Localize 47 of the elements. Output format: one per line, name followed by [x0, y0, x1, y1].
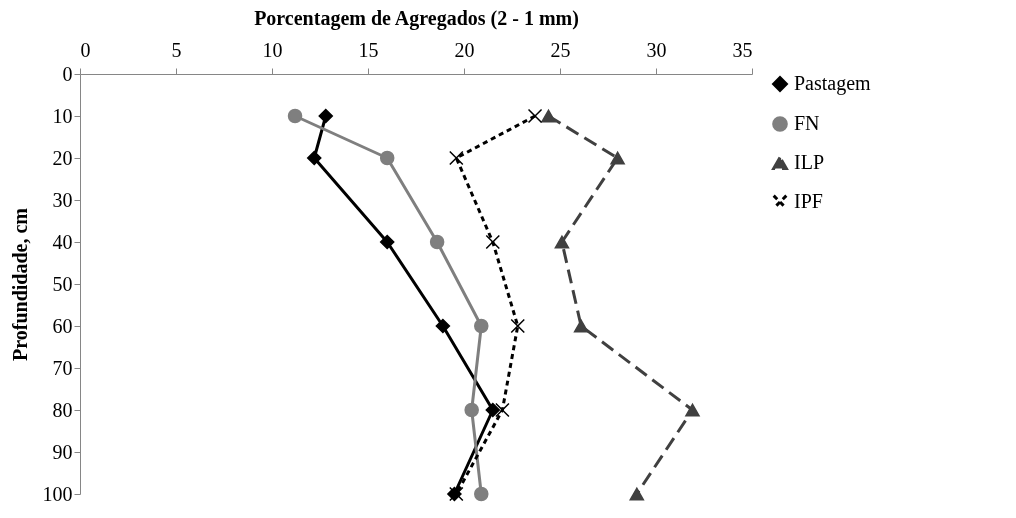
y-tick-label: 50: [52, 272, 73, 295]
point: [474, 486, 489, 502]
y-tick-label: 80: [52, 398, 73, 421]
y-tick-label: 20: [52, 146, 73, 169]
y-tick-label: 30: [52, 188, 73, 211]
y-tick-label: 0: [62, 62, 73, 85]
point: [495, 402, 510, 418]
point: [449, 150, 464, 166]
point: [541, 109, 556, 123]
y-tick-label: 90: [52, 440, 73, 463]
y-tick-label: 100: [42, 482, 73, 505]
legend-label: FN: [794, 112, 820, 134]
y-tick-label: 10: [52, 104, 73, 127]
y-tick-label: 70: [52, 356, 73, 379]
point: [318, 108, 334, 124]
legend-label: ILP: [794, 151, 824, 173]
x-tick-label: 0: [80, 38, 91, 61]
x-tick-label: 25: [550, 38, 571, 61]
point: [485, 234, 501, 250]
point: [573, 319, 589, 333]
x-tick-label: 5: [171, 38, 182, 61]
point: [429, 234, 445, 250]
y-tick-label: 40: [52, 230, 73, 253]
legend-label: Pastagem: [794, 72, 872, 95]
x-tick-label: 35: [732, 38, 753, 61]
x-tick-label: 20: [454, 38, 475, 61]
x-tick-label: 30: [646, 38, 667, 61]
x-axis-title: Porcentagem de Agregados (2 - 1 mm): [254, 6, 579, 30]
point: [610, 151, 625, 165]
point: [685, 403, 700, 417]
point: [554, 235, 570, 249]
point: [485, 402, 501, 418]
x-tick-label: 15: [358, 38, 379, 61]
point: [379, 234, 395, 250]
point: [474, 318, 489, 334]
point: [464, 402, 479, 418]
point: [629, 487, 645, 501]
x-tick-label: 10: [262, 38, 283, 61]
legend-label: IPF: [794, 190, 823, 212]
y-axis-title: Profundidade, cm: [8, 207, 31, 361]
y-tick-label: 60: [52, 314, 73, 337]
point: [510, 318, 526, 334]
point: [306, 150, 322, 166]
point: [435, 318, 451, 334]
point: [287, 108, 303, 124]
point: [379, 150, 395, 166]
point: [527, 108, 543, 124]
